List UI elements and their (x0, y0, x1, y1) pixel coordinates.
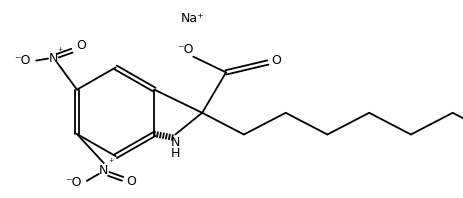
Text: ⁻O: ⁻O (64, 176, 81, 189)
Text: N: N (48, 52, 57, 65)
Text: O: O (76, 39, 86, 52)
Text: ⁻O: ⁻O (14, 54, 31, 67)
Text: N: N (170, 136, 180, 149)
Text: ⁺: ⁺ (108, 158, 113, 168)
Text: H: H (170, 147, 180, 160)
Text: ⁻O: ⁻O (177, 43, 193, 56)
Text: O: O (270, 54, 280, 67)
Text: O: O (126, 175, 136, 188)
Text: ⁺: ⁺ (57, 47, 63, 57)
Text: Na⁺: Na⁺ (181, 12, 204, 26)
Text: N: N (99, 165, 108, 177)
